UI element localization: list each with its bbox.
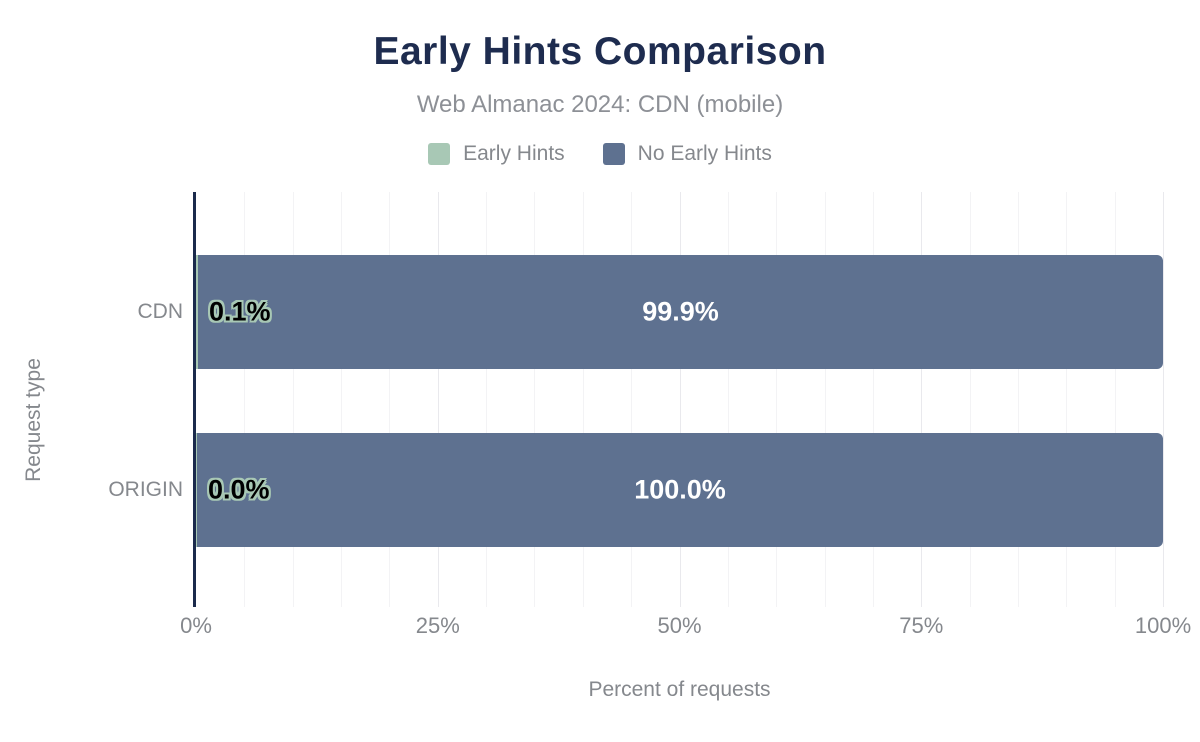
value-label-early-hints: 0.1%	[209, 296, 271, 327]
value-label-early-hints: 0.0%	[208, 474, 270, 505]
gridline	[679, 192, 681, 607]
x-tick-label: 25%	[415, 613, 460, 638]
gridline	[582, 192, 584, 607]
x-tick-label: 0%	[180, 613, 212, 638]
gridline	[1017, 192, 1019, 607]
value-label-no-early-hints: 99.9%	[642, 296, 719, 327]
x-tick-label: 50%	[657, 613, 702, 638]
gridline	[872, 192, 874, 607]
y-axis-category-labels: CDN ORIGIN	[0, 192, 183, 607]
legend: Early Hints No Early Hints	[0, 142, 1200, 166]
gridline	[727, 192, 729, 607]
y-axis-title: Request type	[22, 358, 45, 482]
gridline	[486, 192, 488, 607]
gridline	[244, 192, 246, 607]
gridline	[1114, 192, 1116, 607]
gridline	[341, 192, 343, 607]
chart-subtitle: Web Almanac 2024: CDN (mobile)	[416, 91, 784, 118]
chart-title: Early Hints Comparison	[373, 30, 827, 73]
category-label-origin: ORIGIN	[108, 478, 183, 501]
x-tick-label: 100%	[1134, 613, 1192, 638]
gridline	[776, 192, 778, 607]
gridline	[969, 192, 971, 607]
legend-swatch-early-hints	[428, 143, 451, 165]
bar-row-origin: 0.0% 100.0%	[196, 433, 1163, 547]
bar-segment-no-early-hints: 0.1% 99.9%	[198, 255, 1163, 369]
legend-label: No Early Hints	[637, 142, 772, 165]
bar-segment-no-early-hints: 0.0% 100.0%	[197, 433, 1163, 547]
legend-item-no-early-hints: No Early Hints	[602, 142, 772, 166]
gridline	[1066, 192, 1068, 607]
x-tick-label: 75%	[899, 613, 944, 638]
gridline	[1163, 192, 1164, 607]
category-label-cdn: CDN	[137, 300, 184, 323]
legend-label: Early Hints	[463, 142, 565, 165]
gridline	[631, 192, 633, 607]
x-axis-tick-labels: 0% 25% 50% 75% 100%	[0, 613, 1200, 643]
gridline	[921, 192, 923, 607]
bar-row-cdn: 0.1% 99.9%	[196, 255, 1163, 369]
gridline	[824, 192, 826, 607]
legend-swatch-no-early-hints	[602, 143, 625, 165]
plot-area: 0.1% 99.9% 0.0% 100.0%	[193, 192, 1164, 607]
x-axis-title: Percent of requests	[588, 678, 771, 701]
legend-item-early-hints: Early Hints	[428, 142, 565, 166]
gridline	[437, 192, 439, 607]
gridline	[389, 192, 391, 607]
value-label-no-early-hints: 100.0%	[634, 474, 726, 505]
y-axis-line	[193, 192, 196, 607]
bar-segment-early-hints	[196, 433, 197, 547]
gridline	[292, 192, 294, 607]
bar-segment-early-hints	[196, 255, 198, 369]
gridline	[534, 192, 536, 607]
